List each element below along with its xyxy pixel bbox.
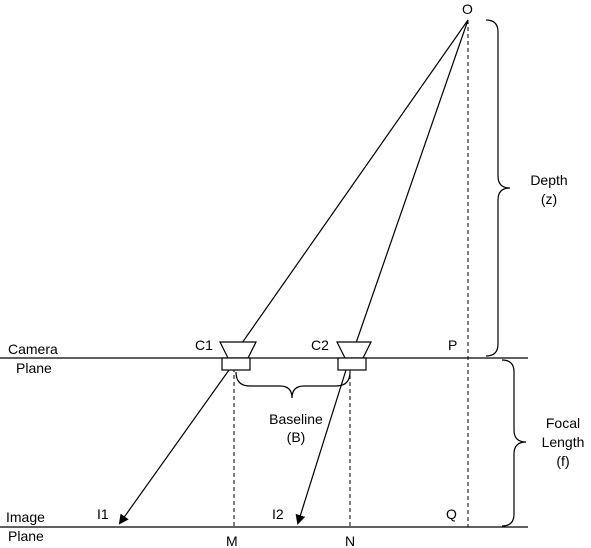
image-plane-label-1: Image (6, 509, 45, 525)
depth-brace (485, 19, 511, 357)
baseline-label-1: Baseline (269, 411, 323, 427)
label-c1: C1 (195, 337, 213, 353)
label-i2: I2 (272, 506, 284, 522)
ray-o-to-c2 (355, 19, 469, 344)
ray-o-to-c1 (241, 19, 469, 344)
ray-c2-to-i2 (295, 369, 347, 525)
camera-plane-label-2: Plane (16, 360, 52, 376)
label-i1: I1 (97, 506, 109, 522)
label-m: M (226, 533, 238, 548)
focal-label-3: (f) (556, 453, 569, 469)
focal-length-brace (501, 359, 527, 527)
focal-label-1: Focal (546, 415, 580, 431)
baseline-label-2: (B) (287, 429, 306, 445)
ray-c1-to-i1 (118, 369, 230, 525)
label-o: O (462, 1, 473, 17)
camera-plane-label-1: Camera (8, 341, 58, 357)
focal-label-2: Length (542, 434, 585, 450)
label-p: P (448, 337, 457, 353)
image-plane-label-2: Plane (8, 528, 44, 544)
label-c2: C2 (311, 337, 329, 353)
label-n: N (345, 533, 355, 548)
baseline-brace (235, 371, 351, 399)
depth-label-1: Depth (530, 172, 567, 188)
depth-label-2: (z) (541, 191, 557, 207)
camera-1-icon (219, 341, 257, 371)
camera-2-icon (336, 341, 372, 371)
label-q: Q (446, 506, 457, 522)
